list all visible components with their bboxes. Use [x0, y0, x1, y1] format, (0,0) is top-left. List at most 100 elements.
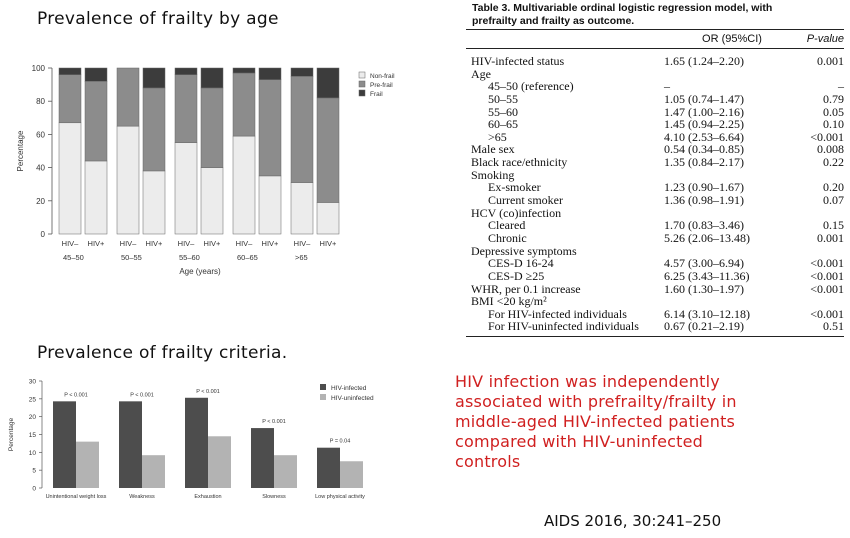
bar-hiv-uninfected: [208, 436, 231, 488]
table-cell-p: 0.51: [823, 319, 844, 334]
table-row: 50–55 1.05 (0.74–1.47) 0.79: [466, 93, 844, 106]
bar-segment-non-frail: [232, 135, 256, 235]
bar-hiv-label: HIV+: [88, 239, 106, 248]
bar-hiv-infected: [317, 447, 340, 488]
age-group-label: 55–60: [179, 253, 200, 262]
legend-swatch: [358, 71, 366, 79]
table-header-variable: [466, 30, 662, 48]
table-row: Ex-smoker 1.23 (0.90–1.67) 0.20: [466, 181, 844, 194]
table-cell-or: 6.25 (3.43–11.36): [664, 268, 750, 283]
table-cell-or: 0.54 (0.34–0.85): [664, 142, 744, 157]
table-cell-label: 50–55: [488, 91, 518, 106]
bar-hiv-label: HIV–: [120, 239, 138, 248]
table-cell-label: Age: [471, 66, 491, 81]
table-row: For HIV-infected individuals 6.14 (3.10–1…: [466, 308, 844, 321]
table-cell-or: 1.05 (0.74–1.47): [664, 91, 744, 106]
table-cell-label: WHR, per 0.1 increase: [471, 281, 581, 296]
table-cell-or: 6.14 (3.10–12.18): [664, 306, 750, 321]
conclusion-text: HIV infection was independently associat…: [455, 372, 835, 472]
table-row: 45–50 (reference) – –: [466, 80, 844, 93]
bar-segment-pre-frail: [290, 76, 314, 183]
table-title: Table 3. Multivariable ordinal logistic …: [472, 2, 844, 27]
legend-label: Frail: [370, 91, 383, 98]
table-row: CES-D 16-24 4.57 (3.00–6.94) <0.001: [466, 257, 844, 270]
table-cell-p: <0.001: [810, 281, 844, 296]
table-cell-p: [792, 295, 844, 308]
y-tick-label: 20: [29, 414, 37, 421]
bar-hiv-label: HIV+: [146, 239, 164, 248]
citation: AIDS 2016, 30:241–250: [544, 512, 722, 530]
y-axis-label: Percentage: [8, 417, 15, 451]
table-cell-or: 1.70 (0.83–3.46): [664, 218, 744, 233]
table-cell-or: [664, 68, 792, 81]
table-cell-label: HCV (co)infection: [471, 205, 562, 220]
bar-segment-non-frail: [58, 122, 82, 235]
table-cell-label: Male sex: [471, 142, 515, 157]
bar-hiv-uninfected: [274, 455, 297, 488]
table-row: Cleared 1.70 (0.83–3.46) 0.15: [466, 219, 844, 232]
bar-hiv-label: HIV–: [236, 239, 254, 248]
legend-label: Pre-frail: [370, 82, 393, 89]
table-cell-label: CES-D 16-24: [488, 256, 554, 271]
y-tick-label: 80: [36, 97, 45, 106]
legend-label: HIV-uninfected: [331, 395, 374, 402]
bar-hiv-label: HIV–: [294, 239, 312, 248]
y-tick-label: 10: [29, 450, 37, 457]
x-axis-label: Age (years): [179, 267, 221, 276]
bar-hiv-uninfected: [142, 455, 165, 488]
table-cell-label: Ex-smoker: [488, 180, 541, 195]
bar-hiv-label: HIV+: [204, 239, 222, 248]
table-cell-or: 1.45 (0.94–2.25): [664, 117, 744, 132]
bar-segment-pre-frail: [142, 87, 166, 172]
table-cell-p: [792, 68, 844, 81]
legend-swatch: [320, 384, 326, 390]
table-cell-or: 1.36 (0.98–1.91): [664, 193, 744, 208]
bar-hiv-label: HIV+: [262, 239, 280, 248]
table-row: Male sex 0.54 (0.34–0.85) 0.008: [466, 143, 844, 156]
table-cell-label: Black race/ethnicity: [471, 155, 568, 170]
p-value-label: P < 0.001: [262, 419, 286, 425]
bar-segment-pre-frail: [174, 74, 198, 143]
table-row: WHR, per 0.1 increase 1.60 (1.30–1.97) <0.…: [466, 281, 844, 296]
table-cell-or: 4.10 (2.53–6.64): [664, 129, 744, 144]
bar-hiv-infected: [251, 428, 274, 488]
table-row: >65 4.10 (2.53–6.64) <0.001: [466, 131, 844, 144]
bar-hiv-infected: [185, 397, 208, 488]
bar-segment-pre-frail: [116, 67, 140, 127]
bar-segment-pre-frail: [84, 81, 108, 162]
bar-segment-frail: [58, 67, 82, 75]
bar-hiv-label: HIV–: [178, 239, 196, 248]
bar-hiv-uninfected: [76, 441, 99, 488]
y-tick-label: 25: [29, 396, 37, 403]
age-group-label: 60–65: [237, 253, 258, 262]
bar-segment-frail: [290, 67, 314, 77]
regression-table: Table 3. Multivariable ordinal logistic …: [466, 2, 844, 338]
frailty-by-age-chart: Percentage 0 20 40 60 80 100 HIV– HIV+ HIV– HIV+ HI…: [16, 64, 395, 276]
table-cell-p: <0.001: [810, 306, 844, 321]
table-row: Current smoker 1.36 (0.98–1.91) 0.07: [466, 194, 844, 207]
table-cell-label: Smoking: [471, 167, 515, 182]
age-chart-heading: Prevalence of frailty by age: [37, 9, 279, 29]
table-cell-label: Depressive symptoms: [471, 243, 577, 258]
conclusion-line-1: HIV infection was independently: [455, 372, 720, 391]
table-cell-p: <0.001: [810, 268, 844, 283]
y-axis-label: Percentage: [16, 130, 25, 171]
table-cell-label: CES-D ≥25: [488, 268, 545, 283]
table-header-p: P-value: [806, 33, 844, 45]
table-cell-or: 1.35 (0.84–2.17): [664, 155, 744, 170]
bar-segment-non-frail: [258, 175, 282, 235]
table-row: For HIV-uninfected individuals 0.67 (0.21…: [466, 320, 844, 333]
bar-hiv-label: HIV+: [320, 239, 338, 248]
table-cell-label: Chronic: [488, 230, 527, 245]
table-cell-p: 0.05: [823, 104, 844, 119]
legend-swatch: [320, 394, 326, 400]
legend-swatch: [358, 89, 366, 97]
table-cell-p: 0.20: [823, 180, 844, 195]
frailty-criteria-chart: Percentage 0 5 10 15 20 25 30 P < 0.001 Unintenti…: [8, 379, 374, 501]
legend-label: Non-frail: [370, 73, 395, 80]
bar-segment-pre-frail: [232, 72, 256, 137]
p-value-label: P < 0.001: [64, 392, 88, 398]
table-row: 60–65 1.45 (0.94–2.25) 0.10: [466, 118, 844, 131]
bar-hiv-infected: [119, 401, 142, 488]
table-cell-label: Cleared: [488, 218, 526, 233]
